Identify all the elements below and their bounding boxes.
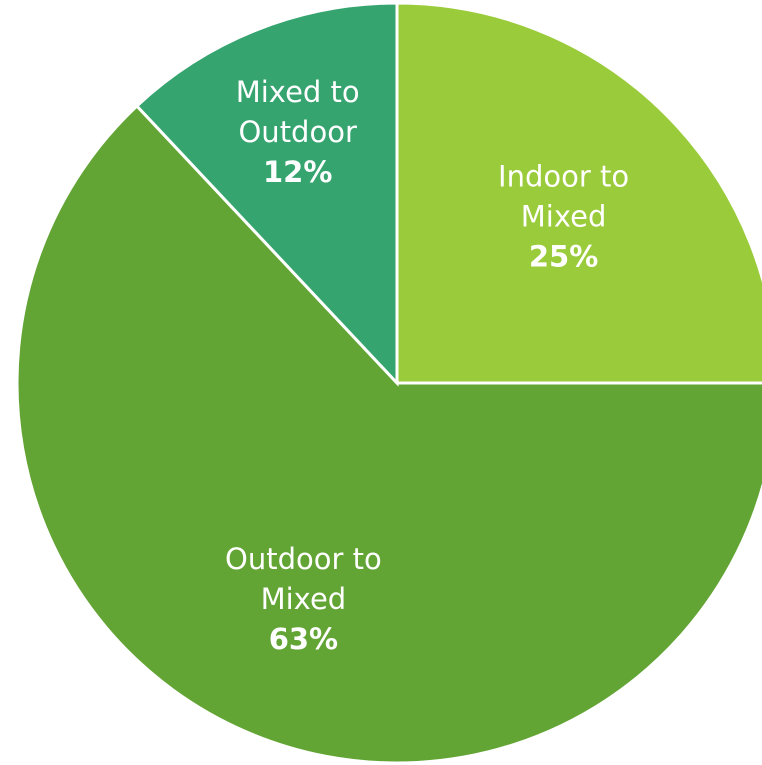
slice-category-line: Mixed xyxy=(521,199,607,233)
slice-label: Mixed to Outdoor 12% xyxy=(236,75,360,189)
slice-category-line: Indoor to xyxy=(498,159,629,193)
slice-percent: 12% xyxy=(263,155,332,189)
slice-category-line: Outdoor xyxy=(238,115,356,149)
slice-category-line: Outdoor to xyxy=(225,542,382,576)
slice-label: Indoor to Mixed 25% xyxy=(498,159,629,273)
pie-slices xyxy=(15,1,762,765)
slice-category-line: Mixed to xyxy=(236,75,360,109)
pie-slice xyxy=(15,103,762,765)
slice-label: Outdoor to Mixed 63% xyxy=(225,542,382,656)
slice-percent: 25% xyxy=(529,239,598,273)
slice-percent: 63% xyxy=(269,622,338,656)
slice-category-line: Mixed xyxy=(261,582,347,616)
slice-labels: Indoor to Mixed 25% Outdoor to Mixed 63% Mixed… xyxy=(225,75,629,656)
pie-slice xyxy=(395,1,762,385)
pie-slice xyxy=(134,1,399,387)
